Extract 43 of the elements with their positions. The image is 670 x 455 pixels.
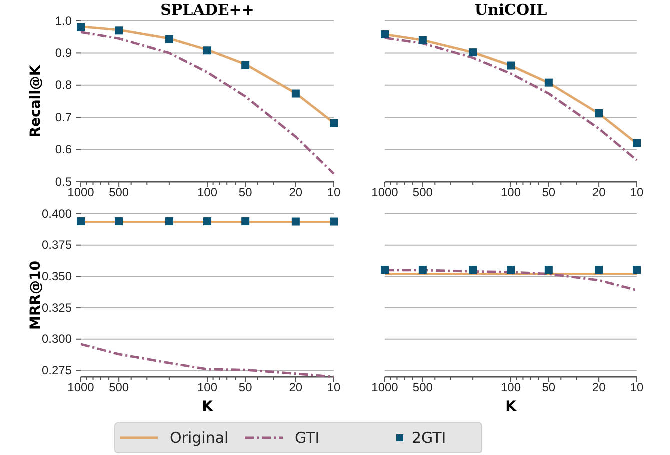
chart-title: UniCOIL xyxy=(474,1,548,19)
legend-label: GTI xyxy=(295,429,320,447)
y-tick-label: 0.300 xyxy=(42,332,72,346)
x-tick-label: 50 xyxy=(542,380,556,395)
y-tick-label: 1.0 xyxy=(55,14,72,28)
y-tick-label: 0.350 xyxy=(42,270,72,284)
x-tick-label: 500 xyxy=(412,186,434,200)
x-tick-label: 10 xyxy=(327,186,341,200)
y-tick-label: 0.400 xyxy=(42,206,72,221)
x-tick-label: 500 xyxy=(109,186,130,200)
x-tick-label: 1000 xyxy=(372,380,399,395)
y-tick-label: 0.375 xyxy=(42,238,72,252)
x-tick-label: 10 xyxy=(630,186,644,200)
x-tick-label: 10 xyxy=(327,380,341,395)
x-tick-label: 100 xyxy=(500,186,522,200)
x-tick-label: 20 xyxy=(289,186,303,200)
x-axis-title: K xyxy=(202,399,214,415)
y-axis-title: MRR@10 xyxy=(28,260,44,330)
legend-label: Original xyxy=(170,429,229,447)
x-tick-label: 50 xyxy=(238,186,253,200)
x-axis-title: K xyxy=(506,399,518,415)
x-tick-label: 50 xyxy=(542,186,556,200)
x-tick-label: 20 xyxy=(592,380,606,395)
x-tick-label: 100 xyxy=(197,186,218,200)
x-tick-label: 500 xyxy=(412,380,434,395)
y-tick-label: 0.8 xyxy=(55,78,72,92)
x-tick-label: 500 xyxy=(109,380,130,395)
y-tick-label: 0.6 xyxy=(55,142,72,157)
y-tick-label: 0.275 xyxy=(42,364,72,378)
x-tick-label: 100 xyxy=(197,380,218,395)
x-tick-label: 20 xyxy=(289,380,303,395)
x-tick-label: 10 xyxy=(630,380,644,395)
x-tick-label: 50 xyxy=(238,380,253,395)
legend-label: 2GTI xyxy=(412,429,446,447)
y-axis-title: Recall@K xyxy=(28,64,44,138)
y-tick-label: 0.325 xyxy=(42,300,72,315)
chart-title: SPLADE++ xyxy=(160,1,254,19)
x-tick-label: 1000 xyxy=(372,186,399,200)
x-tick-label: 100 xyxy=(500,380,522,395)
x-tick-label: 20 xyxy=(592,186,606,200)
x-tick-label: 1000 xyxy=(68,380,95,395)
y-tick-label: 0.7 xyxy=(55,110,72,124)
y-tick-label: 0.9 xyxy=(55,46,72,60)
